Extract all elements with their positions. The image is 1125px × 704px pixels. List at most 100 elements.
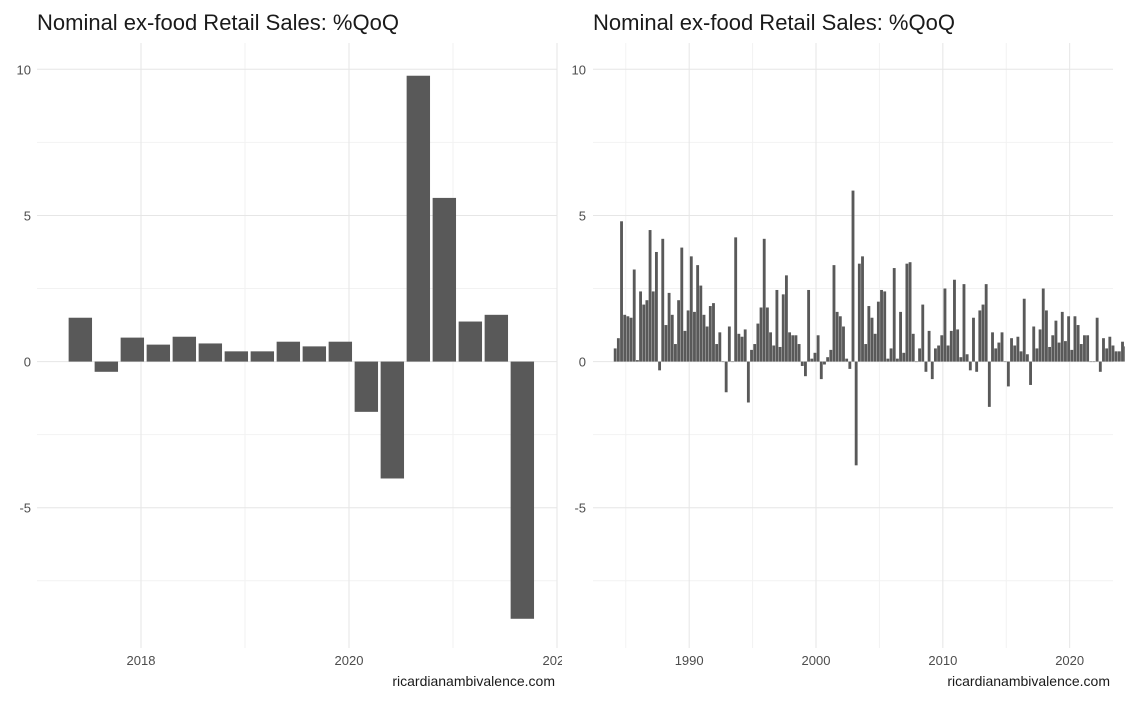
bar bbox=[991, 332, 994, 362]
bar bbox=[864, 344, 868, 362]
y-tick-label: -5 bbox=[19, 501, 31, 516]
bar bbox=[354, 361, 379, 412]
bar bbox=[667, 292, 671, 362]
bar bbox=[1013, 345, 1017, 362]
bar bbox=[994, 348, 998, 362]
bar bbox=[623, 314, 627, 362]
bar bbox=[715, 344, 719, 362]
bar bbox=[797, 344, 801, 362]
bar bbox=[1003, 361, 1007, 363]
bar bbox=[721, 361, 725, 363]
bar bbox=[778, 346, 782, 362]
bar bbox=[1025, 354, 1029, 362]
bar bbox=[1095, 317, 1099, 362]
bar bbox=[1051, 335, 1055, 362]
bar bbox=[1083, 335, 1086, 362]
bar bbox=[981, 304, 985, 362]
bar bbox=[851, 190, 855, 362]
bar bbox=[1057, 342, 1061, 362]
bar bbox=[1060, 311, 1064, 362]
bar bbox=[1054, 320, 1058, 362]
bar bbox=[800, 361, 804, 366]
y-tick-label: 0 bbox=[24, 355, 31, 370]
bar bbox=[737, 333, 741, 362]
bar bbox=[943, 288, 947, 362]
bar bbox=[642, 304, 646, 362]
bar bbox=[670, 314, 674, 362]
y-tick-label: 10 bbox=[17, 62, 31, 77]
x-axis-labels: 1990 2000 2010 2020 bbox=[675, 653, 1084, 668]
x-tick-label: 1990 bbox=[675, 653, 704, 668]
x-tick-label: 2018 bbox=[127, 653, 156, 668]
bar bbox=[921, 304, 925, 362]
bar bbox=[1117, 351, 1121, 362]
bar bbox=[902, 352, 906, 362]
bar bbox=[750, 349, 753, 362]
bar bbox=[987, 361, 991, 407]
bar bbox=[250, 351, 275, 362]
bar bbox=[835, 311, 839, 362]
bar bbox=[984, 284, 988, 362]
bar bbox=[813, 352, 817, 362]
bar bbox=[962, 284, 966, 362]
bar bbox=[927, 330, 931, 362]
bar bbox=[718, 332, 722, 362]
bar bbox=[658, 361, 662, 371]
bar bbox=[645, 300, 649, 362]
bars bbox=[68, 75, 535, 619]
bar bbox=[734, 237, 738, 362]
bar bbox=[956, 329, 960, 362]
bar bbox=[613, 348, 617, 362]
bar bbox=[1073, 316, 1077, 362]
bar bbox=[712, 303, 715, 362]
bar bbox=[842, 326, 845, 362]
bar bbox=[68, 317, 93, 362]
chart-panel-right: Nominal ex-food Retail Sales: %QoQ 10 5 0 -… bbox=[562, 0, 1125, 704]
bar bbox=[857, 263, 861, 362]
y-tick-label: 0 bbox=[579, 355, 586, 370]
bar bbox=[664, 325, 668, 362]
bar bbox=[120, 337, 145, 362]
x-tick-label: 2020 bbox=[1055, 653, 1084, 668]
bar bbox=[276, 341, 301, 362]
bar bbox=[1029, 361, 1032, 385]
bar bbox=[1000, 332, 1004, 362]
bar bbox=[854, 361, 858, 466]
bar bbox=[883, 291, 887, 362]
bar bbox=[654, 251, 658, 362]
chart-panel-left: Nominal ex-food Retail Sales: %QoQ 10 5 0 -… bbox=[0, 0, 562, 704]
x-tick-label: 2000 bbox=[802, 653, 831, 668]
bar bbox=[880, 289, 883, 362]
bar bbox=[1070, 349, 1074, 362]
bar bbox=[759, 307, 763, 362]
plot-area: 10 5 0 -5 1990 2000 2010 2020 bbox=[572, 43, 1125, 668]
bar bbox=[873, 333, 877, 362]
bar bbox=[804, 361, 807, 377]
bar bbox=[620, 221, 623, 362]
bar bbox=[1067, 316, 1071, 362]
bar bbox=[1044, 310, 1048, 362]
bar bbox=[845, 358, 849, 362]
bar bbox=[1105, 348, 1109, 362]
bar bbox=[616, 338, 620, 362]
bar bbox=[648, 230, 652, 362]
y-tick-label: -5 bbox=[574, 501, 586, 516]
bar bbox=[1108, 336, 1112, 362]
bar bbox=[484, 314, 509, 362]
bar bbox=[406, 75, 431, 362]
bar bbox=[1048, 346, 1052, 362]
bar bbox=[1006, 361, 1010, 387]
bar bbox=[895, 358, 899, 362]
bar bbox=[975, 361, 979, 372]
bar bbox=[1086, 335, 1090, 362]
bar bbox=[1121, 341, 1124, 362]
bar bbox=[968, 361, 972, 371]
bar bbox=[819, 361, 823, 380]
x-tick-label: 2022 bbox=[543, 653, 562, 668]
bar bbox=[772, 345, 776, 362]
bar bbox=[838, 316, 842, 362]
bar bbox=[683, 330, 687, 362]
bar bbox=[1114, 351, 1118, 362]
bar bbox=[870, 317, 874, 362]
x-axis-labels: 2018 2020 2022 bbox=[127, 653, 562, 668]
